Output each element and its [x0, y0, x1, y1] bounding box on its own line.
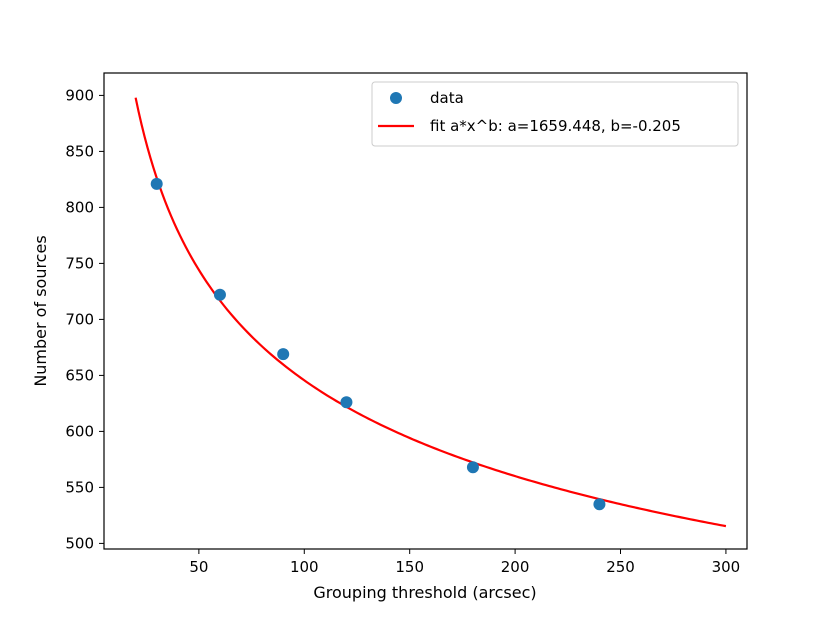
y-tick-label: 550: [65, 478, 94, 496]
y-tick-label: 600: [65, 422, 94, 440]
x-axis-ticks: 50 100 150 200 250 300: [189, 549, 740, 576]
y-tick-label: 650: [65, 366, 94, 384]
x-tick-label: 100: [290, 558, 319, 576]
x-tick-label: 150: [395, 558, 424, 576]
data-point: [277, 348, 290, 361]
series-layer: [134, 97, 727, 528]
x-tick-label: 200: [501, 558, 530, 576]
y-tick-label: 900: [65, 86, 94, 104]
y-tick-label: 750: [65, 254, 94, 272]
y-tick-label: 800: [65, 198, 94, 216]
fit-line: [134, 97, 727, 528]
legend-box: [371, 81, 739, 147]
y-tick-label: 850: [65, 142, 94, 160]
data-point: [593, 498, 606, 511]
data-point: [340, 396, 353, 409]
legend-marker-data: [390, 92, 402, 104]
legend: data fit a*x^b: a=1659.448, b=-0.205: [371, 81, 739, 147]
x-axis-label: Grouping threshold (arcsec): [313, 583, 536, 602]
y-tick-label: 700: [65, 310, 94, 328]
data-point: [466, 461, 479, 474]
data-point: [150, 177, 163, 190]
legend-label: data: [430, 89, 464, 107]
data-point: [213, 288, 226, 301]
x-tick-label: 50: [189, 558, 208, 576]
y-tick-label: 500: [65, 534, 94, 552]
y-axis-ticks: 500 550 600 650 700 750 800 850 900: [65, 86, 104, 552]
y-axis-label: Number of sources: [31, 235, 50, 386]
x-tick-label: 250: [606, 558, 635, 576]
plot-frame: [103, 72, 748, 550]
legend-label: fit a*x^b: a=1659.448, b=-0.205: [430, 117, 681, 135]
x-tick-label: 300: [712, 558, 741, 576]
